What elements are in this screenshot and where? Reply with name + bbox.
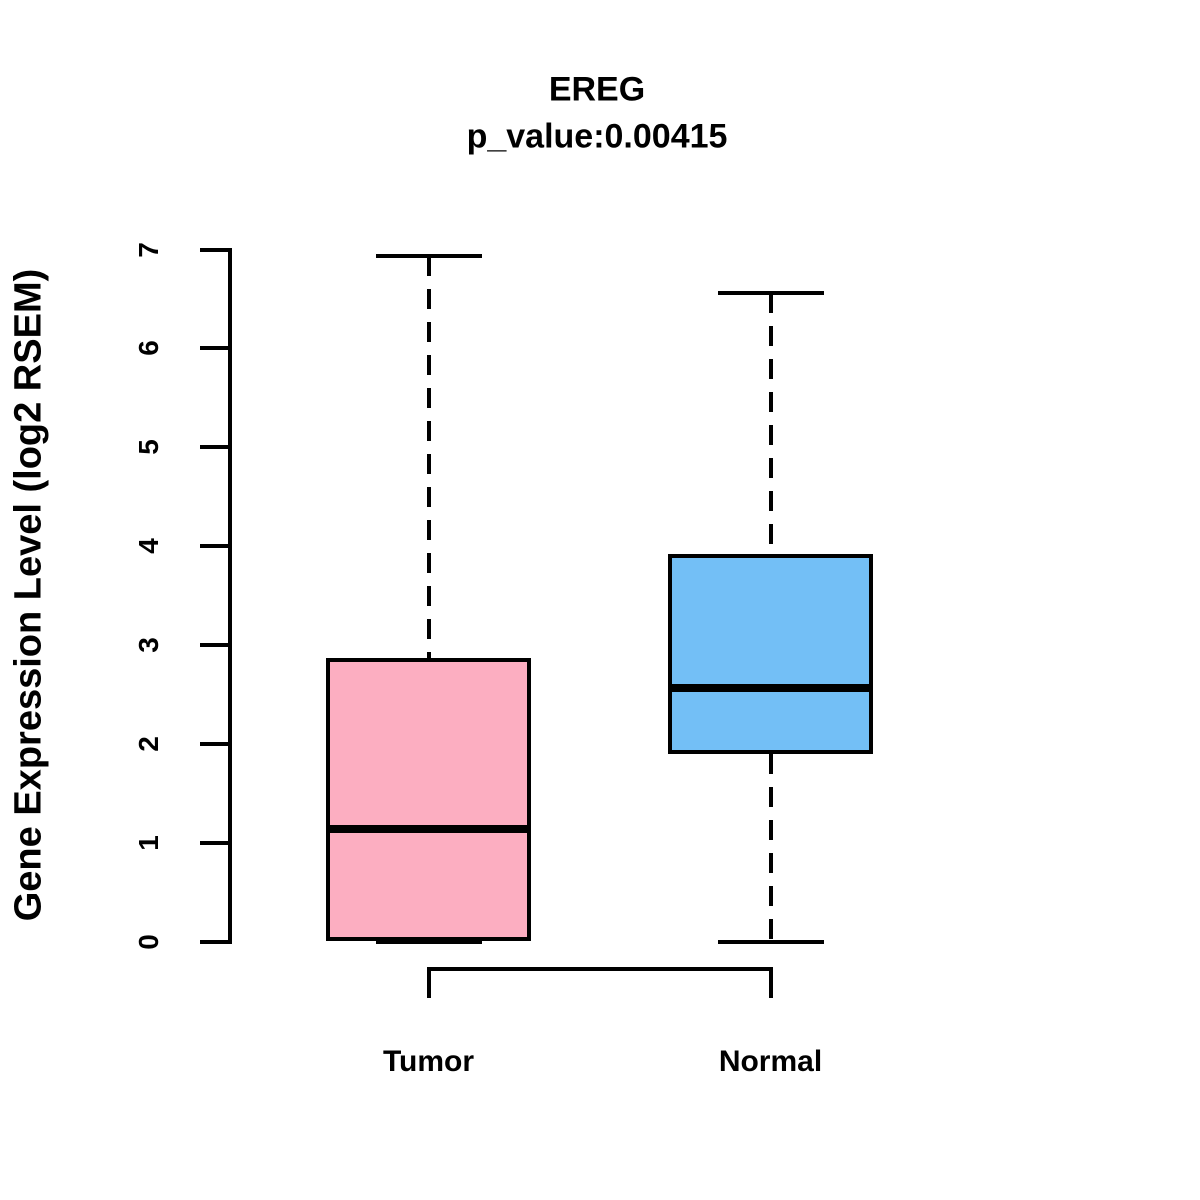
- whisker-cap-low-normal: [717, 939, 824, 944]
- median-line-tumor: [326, 824, 531, 833]
- y-axis-tick: [200, 642, 230, 647]
- whisker-upper-normal: [768, 292, 773, 554]
- whisker-cap-high-tumor: [375, 254, 482, 259]
- y-tick-label: 5: [133, 439, 164, 455]
- y-tick-label: 0: [133, 933, 164, 950]
- y-tick-label: 3: [133, 637, 164, 653]
- chart-subtitle: p_value:0.00415: [466, 117, 728, 156]
- y-tick-label: 6: [133, 340, 164, 357]
- y-tick-label: 7: [133, 241, 164, 258]
- y-axis-tick: [200, 840, 230, 845]
- y-axis-tick: [200, 939, 230, 944]
- x-label-tumor: Tumor: [382, 1045, 475, 1078]
- median-line-normal: [668, 684, 873, 693]
- box-tumor: [326, 657, 531, 942]
- whisker-cap-low-tumor: [375, 939, 482, 944]
- y-axis-tick: [200, 346, 230, 351]
- x-bracket-tick-left: [426, 967, 431, 998]
- y-axis-tick: [200, 741, 230, 746]
- y-axis-tick: [200, 445, 230, 450]
- y-axis-line: [228, 247, 232, 944]
- y-tick-label: 1: [133, 834, 164, 851]
- box-normal: [668, 553, 873, 754]
- whisker-lower-normal: [768, 753, 773, 942]
- x-label-normal: Normal: [718, 1045, 823, 1078]
- x-bracket-tick-right: [768, 967, 773, 998]
- x-bracket-line: [428, 967, 771, 971]
- y-tick-label: 4: [133, 538, 164, 554]
- y-axis-tick: [200, 247, 230, 252]
- whisker-upper-tumor: [426, 256, 431, 658]
- y-tick-label: 2: [133, 735, 164, 752]
- whisker-cap-high-normal: [717, 290, 824, 295]
- chart-title: EREG: [548, 70, 646, 109]
- y-axis-tick: [200, 544, 230, 549]
